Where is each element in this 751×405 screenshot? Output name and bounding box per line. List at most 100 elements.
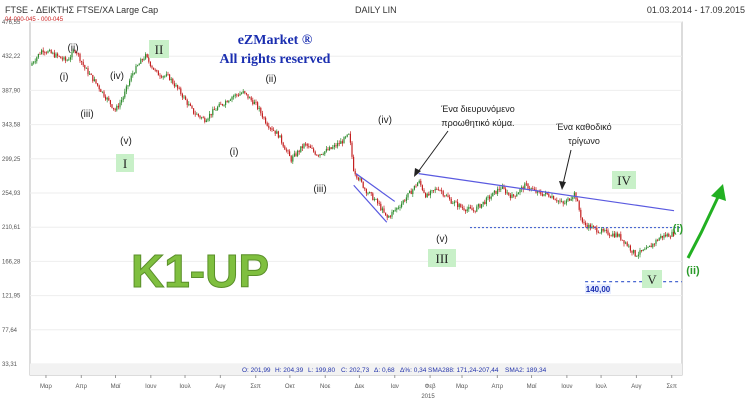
note1-line1: Ένα διευρυνόμενο (440, 104, 514, 114)
candle-body (423, 189, 425, 193)
candle-body (589, 224, 591, 229)
candle-body (63, 57, 65, 60)
candle-body (50, 50, 52, 54)
candle-body (132, 73, 134, 76)
candle-body (39, 53, 41, 55)
candle-body (570, 199, 572, 201)
candle-body (631, 250, 633, 253)
candle-body (154, 69, 156, 71)
candle-body (31, 63, 33, 66)
candle-body (175, 85, 177, 87)
candle-body (668, 234, 670, 237)
candle-body (489, 196, 491, 199)
x-tick-label: Μαϊ (111, 384, 121, 390)
candle-body (197, 113, 199, 116)
candle-body (407, 192, 409, 198)
candle-body (469, 207, 471, 209)
candle-body (490, 196, 492, 199)
candle-body (111, 104, 113, 108)
candle-body (569, 198, 571, 201)
x-tick-label: Ιαν (391, 384, 399, 390)
candle-body (89, 73, 91, 75)
candle-body (114, 108, 116, 111)
candle-body (658, 238, 660, 241)
candle-body (460, 204, 462, 208)
y-tick-label: 210,61 (2, 225, 21, 231)
candle-body (191, 105, 193, 109)
y-tick-label: 77,64 (2, 328, 18, 334)
ohlc-high: H: 204,39 (275, 367, 304, 374)
candle-body (356, 174, 358, 178)
candle-body (148, 57, 150, 62)
candle-body (181, 93, 183, 98)
note2-line2: τρίγωνο (568, 136, 600, 146)
candle-body (237, 94, 239, 96)
candle-body (228, 100, 230, 103)
wave-label: (i) (60, 72, 69, 83)
candle-body (170, 78, 172, 81)
candle-body (135, 65, 137, 74)
candle-body (644, 249, 646, 251)
candle-body (636, 255, 638, 257)
candle-body (596, 227, 598, 233)
candle-body (620, 234, 622, 240)
x-tick-label: Αυγ (215, 384, 225, 390)
candle-body (223, 104, 225, 106)
note1-arrow-head (414, 168, 421, 177)
candle-body (573, 192, 575, 198)
candle-body (513, 194, 515, 196)
candle-body (161, 76, 163, 78)
candle-body (316, 154, 318, 156)
candle-body (162, 76, 164, 78)
label-box-III (428, 249, 456, 267)
candle-body (105, 96, 107, 100)
candle-body (389, 215, 391, 217)
candle-body (413, 185, 415, 190)
candle-body (417, 182, 419, 187)
x-tick-label: Ιουλ (179, 384, 190, 390)
candle-body (578, 201, 580, 210)
candle-body (369, 192, 371, 194)
label-box-IV (612, 171, 636, 189)
candle-body (217, 106, 219, 110)
wave-label-green-i: (i) (673, 223, 684, 235)
candle-body (647, 246, 649, 248)
candle-body (335, 145, 337, 147)
watermark-line1: eZMarket ® (238, 33, 313, 48)
chart-date-range: 01.03.2014 - 17.09.2015 (646, 5, 745, 15)
candle-body (68, 59, 70, 61)
candle-body (527, 183, 529, 189)
candle-body (116, 105, 118, 111)
candle-body (642, 249, 644, 252)
y-tick-label: 33,31 (2, 362, 18, 368)
candle-body (137, 65, 139, 67)
candle-body (221, 104, 223, 106)
candle-body (55, 53, 57, 58)
candle-body (388, 215, 390, 218)
candle-body (613, 233, 615, 238)
candle-body (599, 232, 601, 234)
candle-body (97, 83, 99, 86)
candle-body (562, 201, 564, 204)
candle-body (626, 242, 628, 246)
candle-body (245, 92, 247, 95)
candle-body (625, 242, 627, 244)
candle-body (405, 197, 407, 201)
candle-body (271, 128, 273, 130)
expanding-wave-upper-line (355, 173, 396, 202)
candle-body (261, 113, 263, 118)
candle-body (409, 190, 411, 193)
candle-body (260, 107, 262, 114)
candle-body (425, 192, 427, 198)
y-tick-label: 254,93 (2, 191, 21, 197)
note-expanding-wave: Ένα διευρυνόμενο προωθητικό κύμα. (414, 104, 515, 177)
candle-body (580, 209, 582, 218)
candle-body (226, 101, 228, 103)
candle-body (58, 55, 60, 57)
candle-body (641, 250, 643, 252)
candle-body (215, 109, 217, 111)
wave-label: (ii) (265, 74, 276, 85)
candle-body (564, 203, 566, 205)
candle-body (385, 212, 387, 215)
